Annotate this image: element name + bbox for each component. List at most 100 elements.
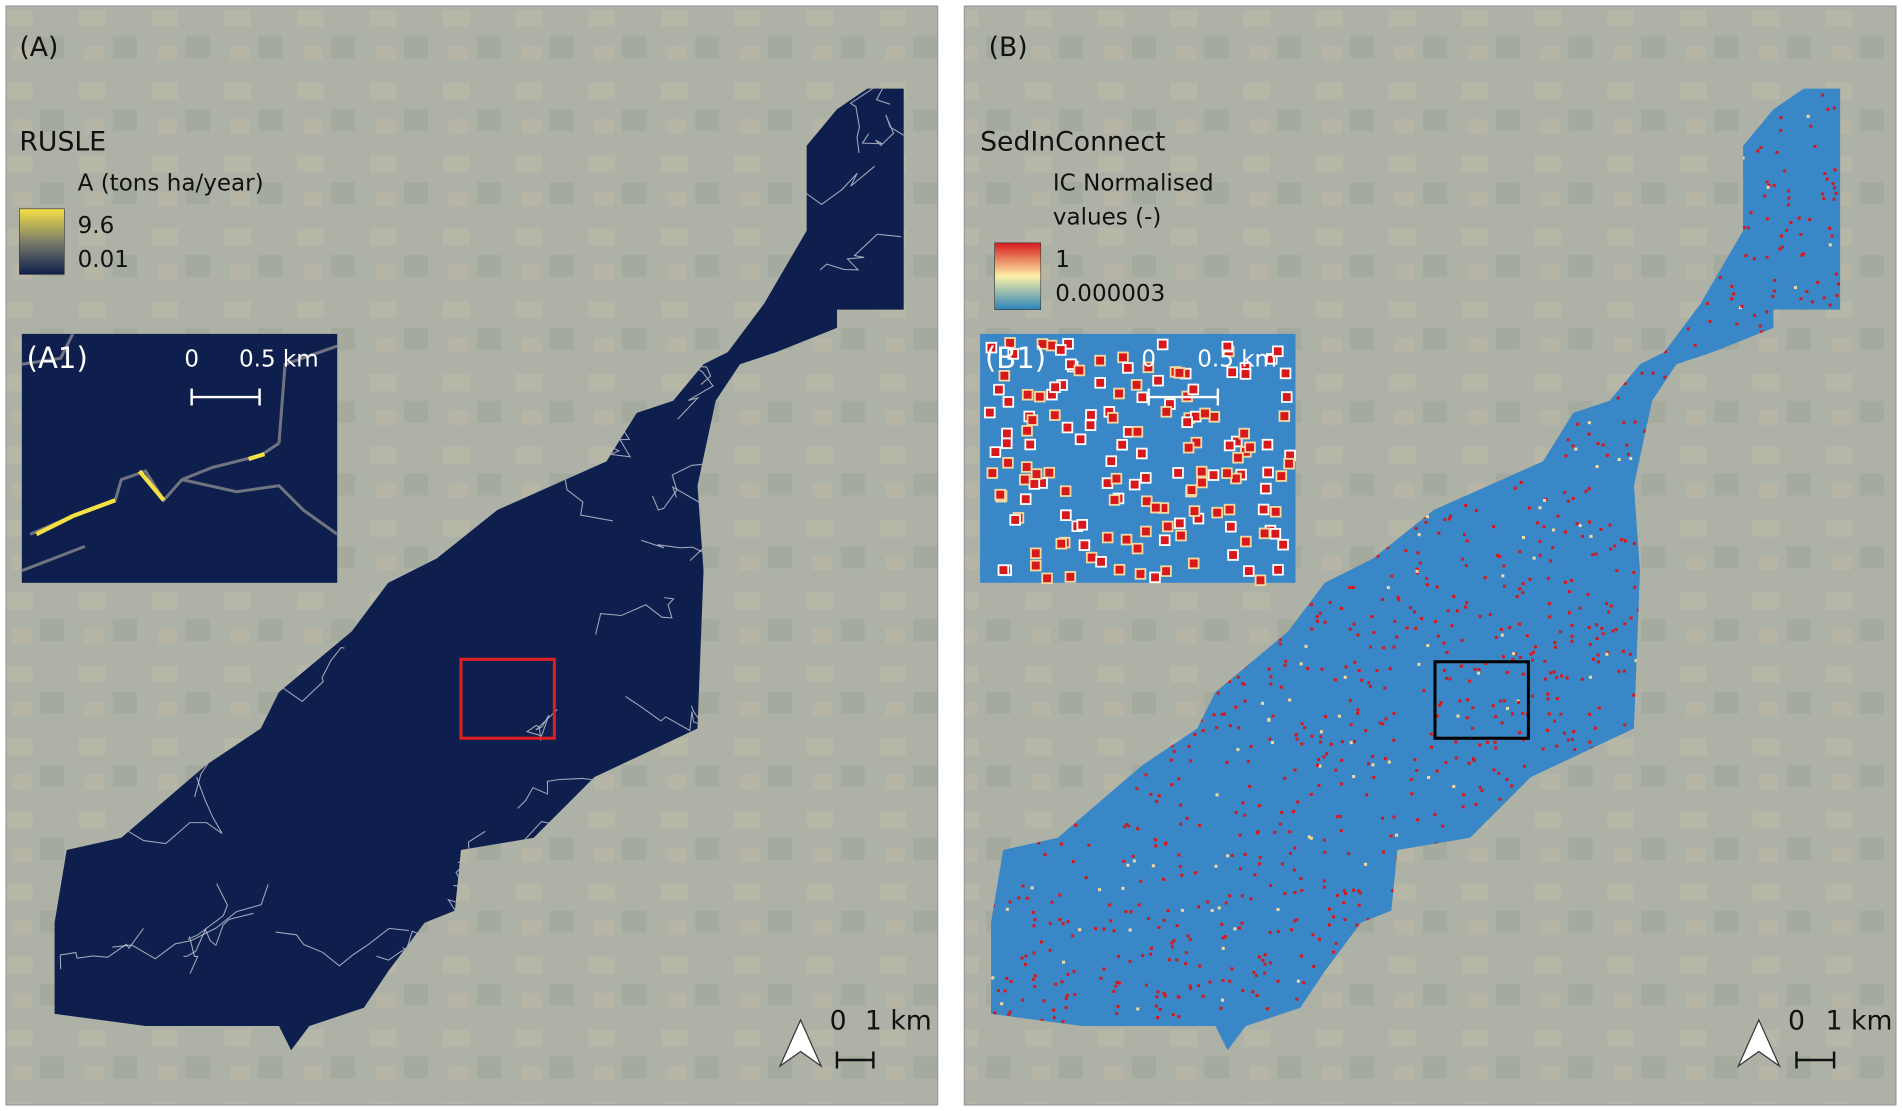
hotspot	[1283, 776, 1287, 780]
hotspot	[1538, 539, 1542, 543]
hotspot	[1295, 918, 1299, 922]
hotspot	[1228, 979, 1232, 983]
hotspot	[1588, 740, 1592, 744]
hotspot	[1078, 928, 1082, 932]
hotspot	[1467, 761, 1471, 765]
hotspot	[1055, 537, 1068, 550]
hotspot	[1498, 555, 1502, 559]
hotspot	[1464, 503, 1468, 507]
hotspot	[1317, 937, 1321, 941]
hotspot	[1170, 941, 1174, 945]
hotspot	[1478, 743, 1482, 747]
hotspot	[1342, 901, 1346, 905]
hotspot	[1461, 557, 1465, 561]
hotspot	[1502, 564, 1506, 568]
hotspot	[1465, 539, 1469, 543]
hotspot	[1546, 697, 1550, 701]
hotspot	[1258, 856, 1262, 860]
hotspot	[1828, 303, 1832, 307]
hotspot	[1243, 813, 1247, 817]
hotspot	[1643, 429, 1647, 433]
hotspot	[1392, 712, 1396, 716]
hotspot	[1478, 614, 1482, 618]
hotspot	[1269, 506, 1282, 518]
hotspot	[986, 467, 999, 479]
hotspot	[1773, 278, 1777, 282]
hotspot	[1381, 850, 1386, 854]
hotspot	[1632, 693, 1636, 697]
hotspot	[1499, 627, 1503, 632]
hotspot	[1518, 622, 1522, 626]
legend-title: RUSLE	[19, 127, 106, 158]
hotspot	[1384, 717, 1388, 721]
stream	[112, 884, 269, 960]
hotspot	[1059, 842, 1063, 846]
hotspot	[1366, 918, 1370, 922]
hotspot	[1126, 863, 1130, 867]
hotspot	[1420, 617, 1424, 621]
hotspot	[1261, 958, 1265, 963]
hotspot	[1317, 784, 1321, 788]
hotspot	[1574, 447, 1578, 451]
hotspot	[1513, 652, 1517, 656]
hotspot	[1109, 919, 1113, 923]
hotspot	[1064, 571, 1077, 583]
hotspot	[1210, 909, 1214, 913]
hotspot	[1627, 452, 1631, 456]
hotspot	[1002, 457, 1014, 469]
hotspot	[1227, 679, 1231, 683]
hotspot	[1112, 929, 1116, 933]
hotspot	[1468, 679, 1472, 683]
hotspot	[1238, 833, 1242, 837]
hotspot	[1596, 441, 1600, 446]
hotspot	[1198, 964, 1202, 968]
hotspot	[1513, 486, 1517, 490]
hotspot	[1155, 995, 1159, 999]
hotspot	[1705, 302, 1709, 306]
hotspot	[1500, 721, 1504, 725]
hotspot	[1611, 629, 1615, 633]
inset-scale-bar	[1147, 388, 1220, 406]
hotspot	[1032, 924, 1036, 928]
hotspot	[1371, 763, 1375, 767]
hotspot	[1443, 518, 1447, 522]
hotspot	[1307, 835, 1311, 839]
hotspot	[1820, 93, 1825, 97]
hotspot	[1085, 409, 1097, 421]
watershed	[54, 88, 904, 1051]
hotspot	[1477, 668, 1481, 672]
hotspot	[1071, 934, 1075, 938]
hotspot	[1333, 678, 1337, 682]
hotspot	[1175, 924, 1179, 928]
hotspot	[1380, 597, 1384, 602]
hotspot	[1828, 226, 1832, 230]
hotspot	[1267, 717, 1271, 721]
hotspot	[1017, 896, 1021, 900]
hotspot	[1225, 760, 1229, 764]
hotspot	[1351, 585, 1355, 590]
hotspot	[1184, 951, 1188, 955]
scale-bar	[835, 1051, 875, 1069]
hotspot	[1473, 667, 1477, 671]
stream	[187, 883, 229, 974]
hotspot	[1609, 547, 1613, 551]
hotspot	[1616, 396, 1620, 400]
hotspot	[1565, 676, 1569, 680]
hotspot	[1787, 196, 1791, 200]
hotspot	[1552, 670, 1556, 674]
hotspot	[1587, 432, 1591, 436]
hotspot	[1217, 906, 1221, 910]
hotspot	[1004, 337, 1016, 349]
hotspot	[1182, 441, 1195, 454]
hotspot	[1241, 682, 1245, 686]
hotspot	[1388, 667, 1392, 671]
hotspot	[1101, 531, 1114, 544]
hotspot	[1511, 658, 1515, 662]
hotspot	[1553, 640, 1557, 645]
hotspot	[1800, 253, 1804, 257]
hotspot	[1622, 420, 1626, 424]
hotspot	[1442, 668, 1446, 672]
hotspot	[1417, 662, 1421, 666]
hotspot	[1279, 685, 1283, 689]
hotspot	[1396, 595, 1400, 599]
